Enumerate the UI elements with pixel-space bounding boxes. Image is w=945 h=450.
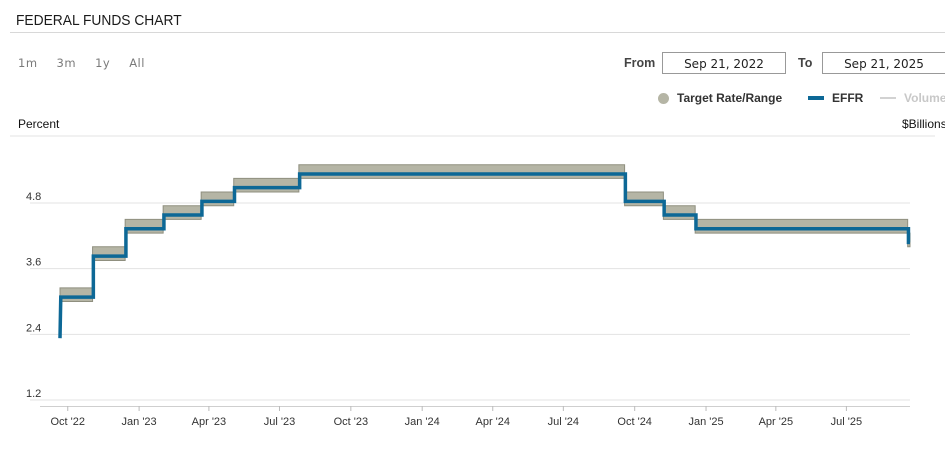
y-tick-label: 3.6 [26,257,41,269]
from-label: From [624,56,656,70]
x-tick-label: Oct '22 [50,416,85,428]
legend-label-volume: Volume [904,91,945,105]
x-tick-label: Apr '25 [759,416,794,428]
range-button-1y[interactable]: 1y [95,56,111,70]
range-button-1m[interactable]: 1m [18,56,38,70]
target-rate-band [59,164,911,302]
effr-swatch-icon [808,96,824,100]
volume-swatch-icon [880,97,896,99]
legend-item-target-rate[interactable]: Target Rate/Range [658,91,782,105]
x-tick-label: Jan '23 [122,416,157,428]
y-tick-label: 2.4 [26,322,41,334]
y-tick-label: 4.8 [26,191,41,203]
x-tick-label: Apr '23 [192,416,227,428]
x-tick-label: Jan '24 [405,416,440,428]
x-tick-label: Jul '24 [548,416,579,428]
legend-label-target-rate: Target Rate/Range [677,91,783,105]
x-tick-label: Jul '25 [831,416,862,428]
y2-axis-title: $Billions [902,117,945,131]
chart-title: FEDERAL FUNDS CHART [16,12,182,29]
legend-label-effr: EFFR [832,91,864,105]
to-label: To [798,56,813,70]
x-tick-label: Oct '24 [617,416,652,428]
chart-legend: Target Rate/Range EFFR Volume [0,91,945,107]
range-selector: 1m 3m 1y All [18,56,164,70]
effr-line [58,172,911,339]
target-rate-swatch-icon [658,92,669,104]
legend-item-volume[interactable]: Volume [880,91,945,105]
x-tick-label: Jan '25 [688,416,723,428]
x-tick-label: Jul '23 [264,416,295,428]
x-tick-label: Oct '23 [334,416,369,428]
x-tick-label: Apr '24 [475,416,510,428]
range-button-all[interactable]: All [129,56,145,70]
y-axis-title: Percent [18,117,60,131]
range-button-3m[interactable]: 3m [56,56,77,70]
to-date-input[interactable]: Sep 21, 2025 [822,52,945,74]
y-tick-label: 1.2 [26,388,41,400]
legend-item-effr[interactable]: EFFR [808,91,863,105]
from-date-input[interactable]: Sep 21, 2022 [662,52,786,74]
title-divider [10,32,945,33]
